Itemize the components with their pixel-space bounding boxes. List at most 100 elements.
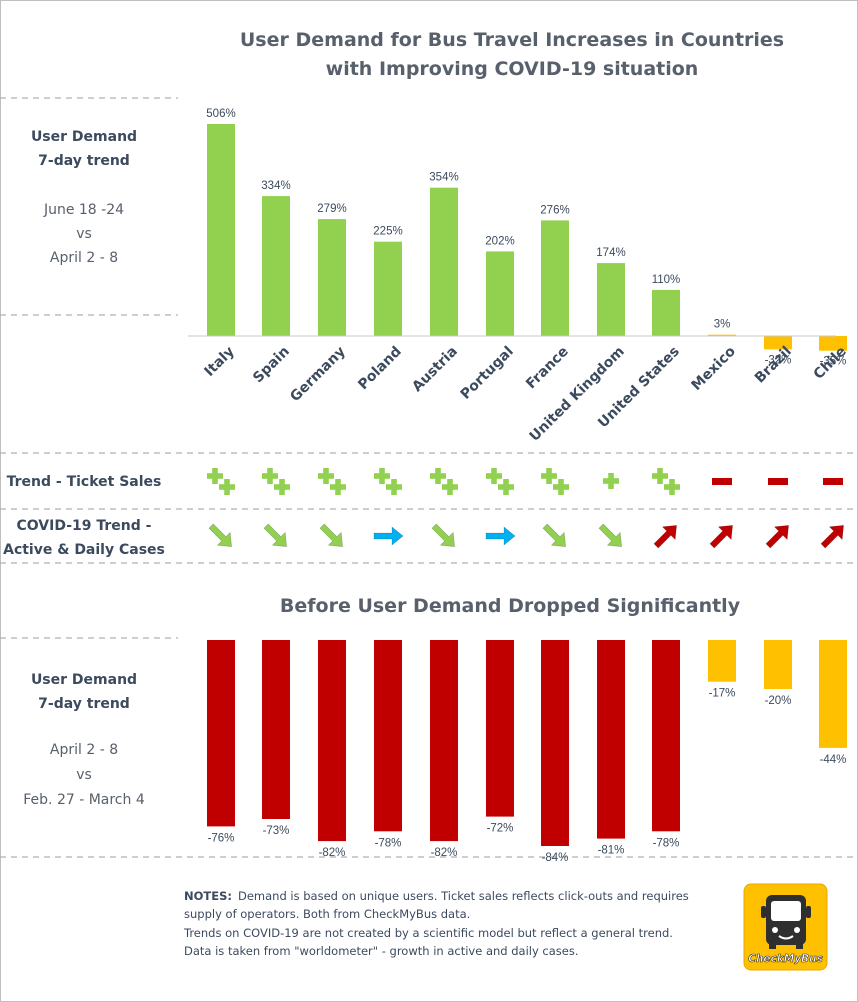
arrow-up-icon-brazil bbox=[765, 525, 789, 549]
ticket-sales-double-plus-icon-france bbox=[541, 468, 569, 495]
ticket-sales-double-plus-icon-austria bbox=[430, 468, 458, 495]
top-period-line-3: April 2 - 8 bbox=[50, 250, 118, 266]
covid-trend-label-line-2: Active & Daily Cases bbox=[3, 542, 165, 558]
top-side-label-line-2: 7-day trend bbox=[38, 153, 130, 169]
bottom-period-line-2: vs bbox=[76, 767, 92, 783]
bottom-period-line-3: Feb. 27 - March 4 bbox=[23, 792, 145, 808]
bottom-bar-austria bbox=[430, 640, 458, 842]
top-bar-united-kingdom bbox=[597, 263, 625, 336]
bottom-value-label-mexico: -17% bbox=[709, 688, 736, 700]
ticket-sales-minus-icon-mexico bbox=[712, 478, 732, 485]
bottom-value-label-france: -84% bbox=[542, 852, 569, 864]
top-bar-france bbox=[541, 220, 569, 336]
ticket-sales-double-plus-icon-italy bbox=[207, 468, 235, 495]
ticket-sales-double-plus-icon-poland bbox=[374, 468, 402, 495]
notes-line-1-text: Demand is based on unique users. Ticket … bbox=[238, 889, 689, 903]
top-bar-chile bbox=[819, 336, 847, 351]
arrow-down-icon-italy bbox=[208, 523, 232, 547]
bottom-value-label-germany: -82% bbox=[319, 847, 346, 859]
top-value-label-spain: 334% bbox=[261, 180, 290, 192]
top-bar-united-states bbox=[652, 289, 680, 336]
top-chart-value-labels: 506% 334% 279% 225% 354% 202% 276% 174% 110% 3% -3… bbox=[206, 108, 846, 368]
ticket-sales-row-label: Trend - Ticket Sales bbox=[7, 474, 162, 490]
plus-icon bbox=[330, 479, 346, 495]
top-period-line-2: vs bbox=[76, 226, 92, 242]
bottom-value-label-brazil: -20% bbox=[765, 695, 792, 707]
top-bar-portugal bbox=[486, 251, 514, 336]
arrow-up-icon-mexico bbox=[709, 525, 733, 549]
checkmybus-logo: CheckMyBus bbox=[743, 883, 828, 971]
top-bar-brazil bbox=[764, 336, 792, 350]
top-value-label-poland: 225% bbox=[373, 226, 402, 238]
bottom-value-label-united-kingdom: -81% bbox=[598, 845, 625, 857]
bottom-bar-italy bbox=[207, 640, 235, 827]
notes-heading: NOTES: bbox=[184, 889, 232, 903]
bottom-value-label-poland: -78% bbox=[375, 837, 402, 849]
arrow-up-icon-chile bbox=[820, 525, 844, 549]
arrow-down-icon-spain bbox=[263, 523, 287, 547]
ticket-sales-double-plus-icon-spain bbox=[262, 468, 290, 495]
ticket-sales-plus-icon-united-kingdom bbox=[603, 473, 619, 489]
plus-icon bbox=[262, 468, 278, 484]
top-value-label-united-states: 110% bbox=[652, 274, 681, 286]
top-bar-austria bbox=[430, 187, 458, 336]
top-value-label-italy: 506% bbox=[206, 108, 235, 120]
ticket-sales-double-plus-icon-united-states bbox=[652, 468, 680, 495]
bottom-bar-united-kingdom bbox=[597, 640, 625, 839]
bottom-chart-title: Before User Demand Dropped Significantly bbox=[280, 595, 741, 617]
bus-icon bbox=[761, 895, 811, 949]
top-value-label-chile: -35% bbox=[820, 356, 847, 368]
plus-icon bbox=[486, 468, 502, 484]
bottom-bar-germany bbox=[318, 640, 346, 842]
bottom-side-label-line-2: 7-day trend bbox=[38, 696, 130, 712]
top-category-spain: Spain bbox=[250, 344, 293, 387]
bottom-bar-poland bbox=[374, 640, 402, 832]
top-value-label-mexico: 3% bbox=[714, 319, 731, 331]
top-bar-italy bbox=[207, 124, 235, 336]
logo-text: CheckMyBus bbox=[748, 953, 823, 965]
bottom-chart-value-labels: -76% -73% -82% -78% -82% -72% -84% -81% -78% -17%… bbox=[208, 688, 847, 864]
ticket-sales-minus-icon-brazil bbox=[768, 478, 788, 485]
arrow-down-icon-france bbox=[542, 523, 566, 547]
top-chart-title-line-1: User Demand for Bus Travel Increases in … bbox=[240, 29, 784, 51]
top-value-label-brazil: -32% bbox=[765, 354, 792, 366]
notes-line-4: Data is taken from "worldometer" - growt… bbox=[184, 944, 579, 958]
bottom-bar-chile bbox=[819, 640, 847, 748]
notes-line-1: NOTES: Demand is based on unique users. T… bbox=[184, 889, 689, 903]
plus-icon bbox=[430, 468, 446, 484]
bottom-bar-spain bbox=[262, 640, 290, 819]
top-category-germany: Germany bbox=[287, 344, 349, 406]
bottom-value-label-austria: -82% bbox=[431, 847, 458, 859]
top-bar-germany bbox=[318, 219, 346, 336]
top-value-label-austria: 354% bbox=[429, 172, 458, 184]
plus-icon bbox=[386, 479, 402, 495]
notes-line-3: Trends on COVID-19 are not created by a … bbox=[183, 926, 673, 940]
top-category-united-kingdom: United Kingdom bbox=[527, 344, 628, 445]
plus-icon bbox=[498, 479, 514, 495]
bottom-bar-united-states bbox=[652, 640, 680, 832]
bottom-bar-mexico bbox=[708, 640, 736, 682]
top-chart-title-line-2: with Improving COVID-19 situation bbox=[326, 58, 699, 80]
bottom-chart-bars bbox=[207, 640, 847, 846]
covid-trend-label-line-1: COVID-19 Trend - bbox=[17, 518, 152, 534]
bottom-side-label-line-1: User Demand bbox=[31, 672, 137, 688]
arrow-down-icon-austria bbox=[431, 523, 455, 547]
notes-line-2: supply of operators. Both from CheckMyBu… bbox=[184, 907, 470, 921]
top-value-label-germany: 279% bbox=[317, 203, 346, 215]
top-period-line-1: June 18 -24 bbox=[43, 202, 124, 218]
top-bar-mexico bbox=[708, 334, 736, 336]
covid-trend-arrows bbox=[208, 523, 844, 549]
top-side-label-line-1: User Demand bbox=[31, 129, 137, 145]
bottom-value-label-spain: -73% bbox=[263, 825, 290, 837]
top-value-label-france: 276% bbox=[540, 204, 569, 216]
plus-icon bbox=[664, 479, 680, 495]
bottom-value-label-chile: -44% bbox=[820, 754, 847, 766]
ticket-sales-double-plus-icon-portugal bbox=[486, 468, 514, 495]
bottom-value-label-italy: -76% bbox=[208, 832, 235, 844]
arrow-down-icon-united-kingdom bbox=[598, 523, 622, 547]
plus-icon bbox=[274, 479, 290, 495]
top-category-poland: Poland bbox=[355, 344, 405, 394]
ticket-sales-minus-icon-chile bbox=[823, 478, 843, 485]
